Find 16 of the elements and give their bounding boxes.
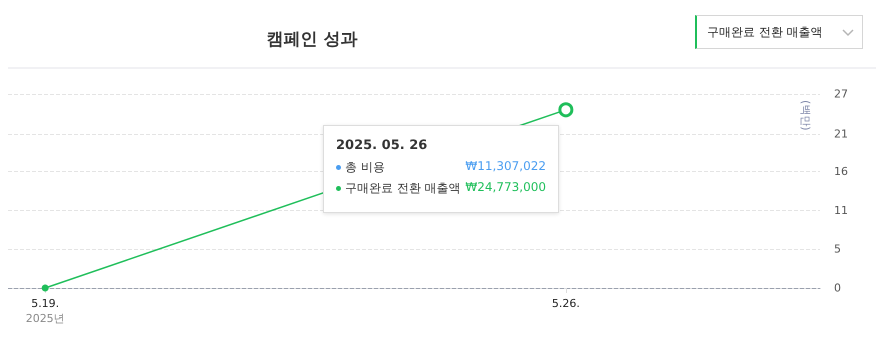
y-tick-label: 16 bbox=[834, 165, 848, 178]
legend-label: 구매완료 전환 매출액 bbox=[344, 180, 461, 197]
annotation: ₩11,307,022 bbox=[465, 159, 546, 175]
y-tick-label: 27 bbox=[834, 88, 848, 100]
annotation: ₩24,773,000 bbox=[465, 180, 546, 196]
y-tick-label: 11 bbox=[834, 204, 848, 217]
annotation: 총 비용 bbox=[344, 159, 385, 176]
y-tick-label: 21 bbox=[834, 128, 848, 141]
dropdown: 구매완료 전환 매출액 bbox=[695, 15, 863, 49]
y-axis-title: (백만) bbox=[799, 100, 812, 131]
x-tick-label: 5.26. bbox=[552, 297, 580, 310]
y-tick-label: 0 bbox=[834, 282, 841, 294]
chart-title: 캠페인 성과 bbox=[266, 30, 358, 50]
x-tick-label: 5.19. 2025년 bbox=[26, 297, 65, 325]
y-tick-label: 5 bbox=[834, 242, 841, 256]
annotation: 2025. 05. 26 bbox=[336, 138, 428, 153]
